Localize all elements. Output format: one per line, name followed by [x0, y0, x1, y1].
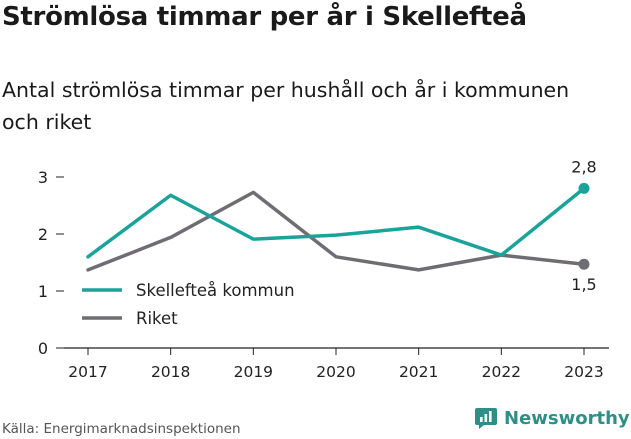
legend-label: Skellefteå kommun: [136, 281, 295, 300]
series-line: [86, 190, 586, 272]
chart-title: Strömlösa timmar per år i Skellefteå: [2, 2, 527, 32]
chart-subtitle: Antal strömlösa timmar per hushåll och å…: [2, 78, 570, 134]
newsworthy-logo: Newsworthy: [474, 406, 630, 430]
data-label: 2,8: [571, 157, 596, 176]
series-end-point: [578, 182, 590, 194]
series-line: [86, 186, 586, 259]
line-chart: 0 1 2 3 2017 2018 2019 2020 2021 2022 2023 2,8 1,5 Sk…: [38, 157, 609, 381]
x-tick-label: 2019: [234, 363, 273, 381]
x-tick-label: 2020: [316, 363, 355, 381]
legend-label: Riket: [136, 309, 178, 328]
x-tick-label: 2021: [399, 363, 438, 381]
data-label: 1,5: [571, 275, 596, 294]
x-tick-label: 2022: [482, 363, 521, 381]
newsworthy-brand: Newsworthy: [504, 407, 630, 429]
x-tick-label: 2023: [564, 363, 603, 381]
y-tick-label: 2: [38, 225, 48, 244]
newsworthy-logo-icon: [475, 408, 497, 429]
y-tick-label: 1: [38, 282, 48, 301]
x-tick-label: 2017: [68, 363, 107, 381]
y-tick-label: 3: [38, 168, 48, 187]
source-note: Källa: Energimarknadsinspektionen: [2, 421, 241, 437]
y-tick-label: 0: [38, 339, 48, 358]
series-end-point: [578, 258, 590, 270]
x-tick-label: 2018: [151, 363, 190, 381]
